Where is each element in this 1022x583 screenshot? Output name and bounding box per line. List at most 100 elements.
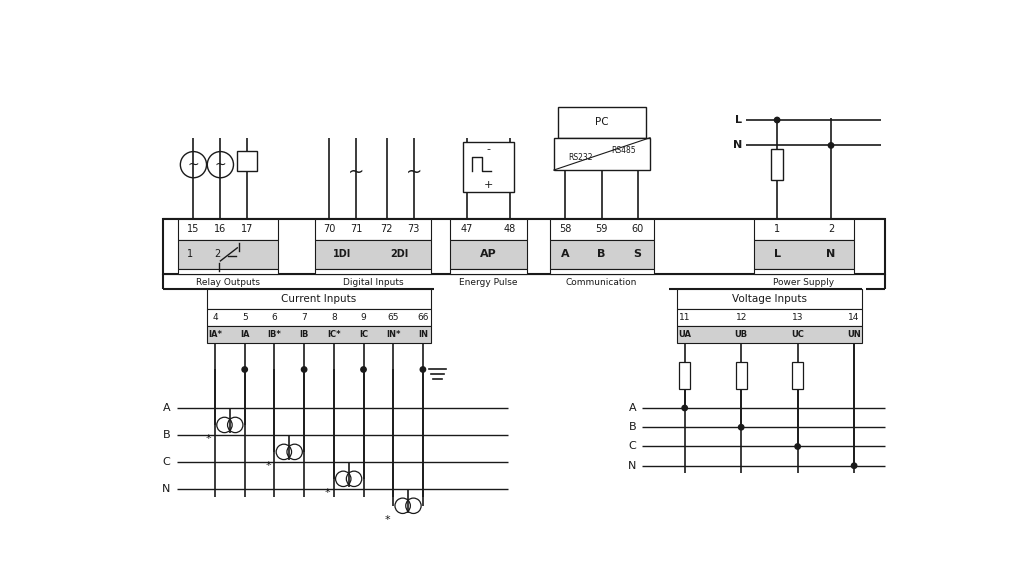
Circle shape bbox=[361, 367, 366, 372]
Text: 58: 58 bbox=[559, 224, 571, 234]
Text: 65: 65 bbox=[387, 312, 399, 322]
Text: IN: IN bbox=[418, 329, 428, 339]
Text: *: * bbox=[325, 488, 330, 498]
Bar bbox=[550, 240, 654, 269]
Text: 8: 8 bbox=[331, 312, 336, 322]
Bar bbox=[178, 219, 278, 240]
Text: Power Supply: Power Supply bbox=[774, 278, 835, 287]
Text: N: N bbox=[628, 461, 636, 470]
Text: 15: 15 bbox=[187, 224, 199, 234]
Text: 17: 17 bbox=[241, 224, 253, 234]
Text: 4: 4 bbox=[213, 312, 218, 322]
Text: Energy Pulse: Energy Pulse bbox=[459, 278, 517, 287]
Text: Relay Outputs: Relay Outputs bbox=[196, 278, 260, 287]
Bar bbox=[771, 149, 783, 180]
Bar bbox=[450, 219, 527, 240]
Bar bbox=[677, 308, 862, 325]
Text: 47: 47 bbox=[461, 224, 473, 234]
Text: UN: UN bbox=[847, 329, 861, 339]
Text: B: B bbox=[629, 422, 636, 432]
Text: *: * bbox=[206, 434, 212, 444]
Bar bbox=[736, 362, 746, 389]
Circle shape bbox=[420, 367, 425, 372]
Text: 14: 14 bbox=[848, 312, 860, 322]
Text: 2: 2 bbox=[828, 224, 834, 234]
Text: 73: 73 bbox=[408, 224, 420, 234]
Bar bbox=[178, 269, 278, 274]
Text: Voltage Inputs: Voltage Inputs bbox=[732, 294, 807, 304]
Text: N: N bbox=[733, 141, 742, 150]
Text: 5: 5 bbox=[242, 312, 247, 322]
Text: 1: 1 bbox=[774, 224, 780, 234]
Text: 48: 48 bbox=[504, 224, 516, 234]
Text: 2: 2 bbox=[215, 249, 221, 259]
Text: 2DI: 2DI bbox=[390, 249, 409, 259]
Text: 9: 9 bbox=[361, 312, 366, 322]
Text: +: + bbox=[483, 181, 493, 191]
Text: N: N bbox=[827, 249, 836, 259]
Bar bbox=[677, 325, 862, 343]
Text: *: * bbox=[384, 515, 389, 525]
Bar bbox=[315, 219, 430, 240]
Text: 72: 72 bbox=[380, 224, 393, 234]
Text: IC: IC bbox=[359, 329, 368, 339]
Text: Digital Inputs: Digital Inputs bbox=[342, 278, 403, 287]
Bar bbox=[677, 289, 862, 308]
Bar bbox=[450, 269, 527, 274]
Text: C: C bbox=[162, 457, 171, 467]
Text: RS485: RS485 bbox=[611, 146, 636, 154]
Text: 7: 7 bbox=[301, 312, 307, 322]
Bar bbox=[680, 362, 690, 389]
Text: 59: 59 bbox=[596, 224, 608, 234]
Bar bbox=[207, 308, 430, 325]
Text: 16: 16 bbox=[215, 224, 227, 234]
Text: L: L bbox=[736, 115, 742, 125]
Bar bbox=[450, 240, 527, 269]
Text: UB: UB bbox=[735, 329, 748, 339]
Circle shape bbox=[242, 367, 247, 372]
Circle shape bbox=[775, 117, 780, 122]
Text: IC*: IC* bbox=[327, 329, 340, 339]
Text: 6: 6 bbox=[272, 312, 277, 322]
Bar bbox=[754, 240, 854, 269]
Bar bbox=[463, 142, 514, 192]
Text: 1DI: 1DI bbox=[333, 249, 352, 259]
Text: 71: 71 bbox=[350, 224, 362, 234]
Text: 13: 13 bbox=[792, 312, 803, 322]
Bar bbox=[554, 138, 650, 170]
Bar bbox=[178, 240, 278, 269]
Circle shape bbox=[301, 367, 307, 372]
Bar bbox=[558, 107, 646, 138]
Bar bbox=[754, 219, 854, 240]
Text: UA: UA bbox=[679, 329, 691, 339]
Text: A: A bbox=[162, 403, 171, 413]
Bar bbox=[792, 362, 803, 389]
Text: B: B bbox=[162, 430, 171, 440]
Text: C: C bbox=[629, 441, 636, 451]
Bar bbox=[315, 240, 430, 269]
Bar bbox=[550, 269, 654, 274]
Text: RS232: RS232 bbox=[568, 153, 593, 162]
Text: IA*: IA* bbox=[208, 329, 222, 339]
Bar bbox=[207, 325, 430, 343]
Text: *: * bbox=[266, 461, 271, 470]
Bar bbox=[207, 289, 430, 308]
Text: 60: 60 bbox=[632, 224, 644, 234]
Text: Current Inputs: Current Inputs bbox=[281, 294, 357, 304]
Text: Communication: Communication bbox=[566, 278, 638, 287]
Text: ~: ~ bbox=[188, 157, 199, 171]
Bar bbox=[162, 219, 885, 274]
Text: ~: ~ bbox=[347, 163, 364, 182]
Text: A: A bbox=[561, 249, 569, 259]
Text: IA: IA bbox=[240, 329, 249, 339]
Text: B: B bbox=[597, 249, 606, 259]
Text: ~: ~ bbox=[406, 163, 422, 182]
Text: PC: PC bbox=[595, 117, 608, 127]
Bar bbox=[754, 269, 854, 274]
Text: AP: AP bbox=[480, 249, 497, 259]
Text: ~: ~ bbox=[215, 157, 226, 171]
Text: 70: 70 bbox=[323, 224, 335, 234]
Circle shape bbox=[828, 143, 834, 148]
Text: UC: UC bbox=[791, 329, 804, 339]
Circle shape bbox=[795, 444, 800, 449]
